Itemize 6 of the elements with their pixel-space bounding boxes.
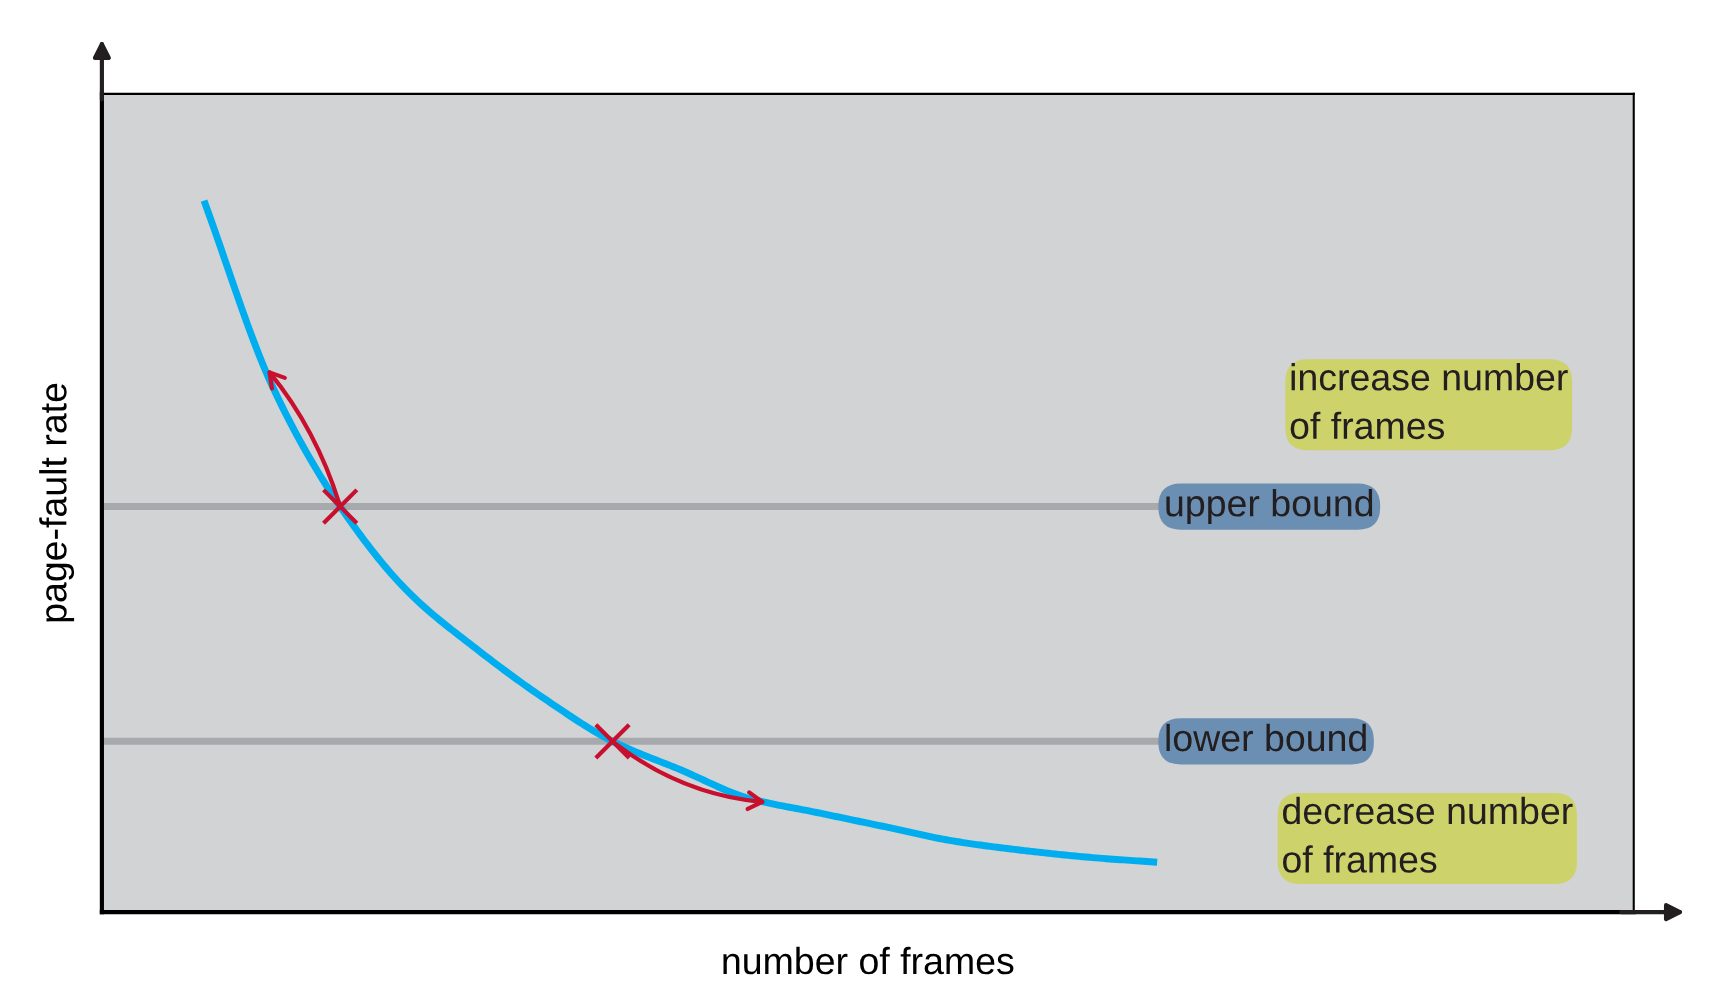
ref-line-label: upper bound: [1166, 489, 1373, 525]
text: decrease number of frames: [1282, 796, 1573, 873]
y-axis-title: page-fault rate: [39, 383, 75, 622]
x-axis-title: number of frames: [723, 946, 1014, 975]
ref-line-label: lower bound: [1166, 723, 1366, 752]
text: increase number of frames: [1290, 363, 1568, 440]
